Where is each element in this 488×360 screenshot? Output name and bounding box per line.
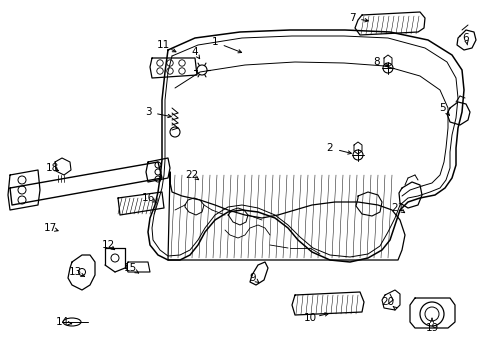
Text: 22: 22 — [185, 170, 198, 180]
Text: 5: 5 — [439, 103, 446, 113]
Text: 11: 11 — [156, 40, 169, 50]
Text: 16: 16 — [141, 193, 154, 203]
Text: 15: 15 — [123, 263, 136, 273]
Text: 12: 12 — [101, 240, 114, 250]
Text: 19: 19 — [425, 323, 438, 333]
Text: 1: 1 — [211, 37, 218, 47]
Text: 21: 21 — [390, 203, 404, 213]
Text: 9: 9 — [249, 273, 256, 283]
Text: 18: 18 — [45, 163, 59, 173]
Text: 4: 4 — [191, 47, 198, 57]
Text: 17: 17 — [43, 223, 57, 233]
Text: 14: 14 — [55, 317, 68, 327]
Text: 10: 10 — [303, 313, 316, 323]
Text: 7: 7 — [348, 13, 355, 23]
Ellipse shape — [63, 318, 81, 326]
Text: 13: 13 — [68, 267, 81, 277]
Text: 2: 2 — [326, 143, 333, 153]
Text: 3: 3 — [144, 107, 151, 117]
Text: 6: 6 — [462, 33, 468, 43]
Text: 8: 8 — [373, 57, 380, 67]
Text: 20: 20 — [381, 297, 394, 307]
